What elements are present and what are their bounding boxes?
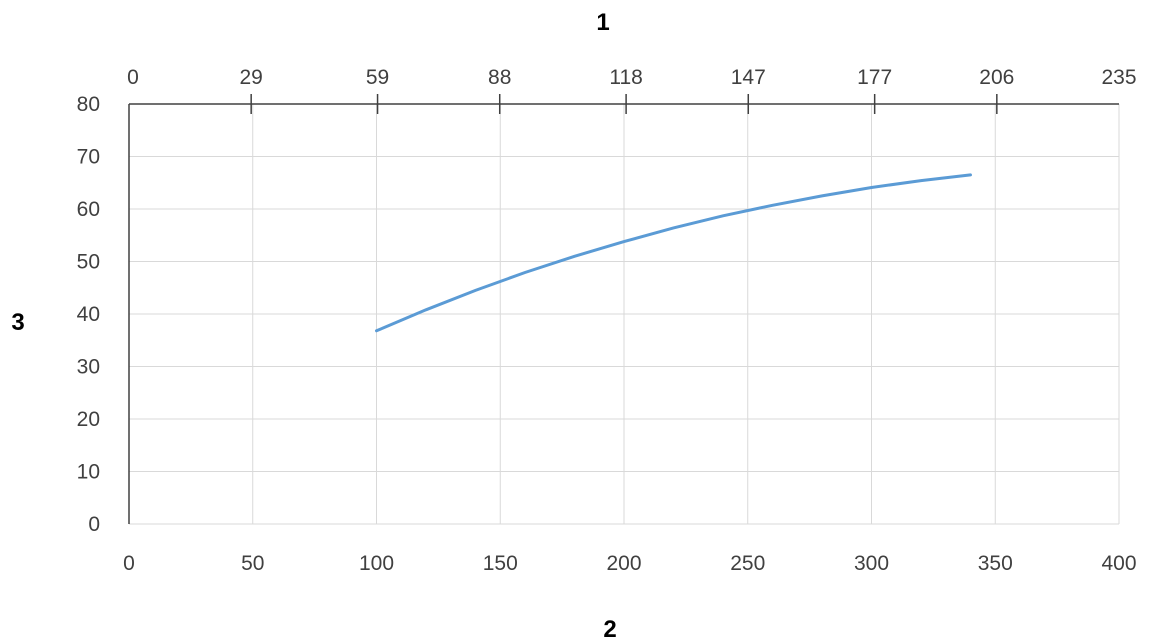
top-tick-label: 0 (127, 66, 139, 89)
y-tick-label: 10 (77, 461, 100, 484)
x-tick-label: 0 (123, 552, 135, 575)
x-tick-label: 350 (978, 552, 1013, 575)
top-tick-label: 147 (731, 66, 766, 89)
top-tick-label: 88 (488, 66, 511, 89)
x-axis-title: 2 (603, 616, 616, 642)
x-tick-label: 400 (1101, 552, 1136, 575)
gridlines (129, 104, 1120, 525)
series-layer (375, 173, 972, 333)
x-tick-label: 100 (359, 552, 394, 575)
tick-labels: 0 10 20 30 40 50 60 70 80 0 50 100 150 200 250 300 350 40… (77, 66, 1137, 575)
y-tick-label: 70 (77, 146, 100, 169)
top-tick-label: 177 (857, 66, 892, 89)
x-tick-label: 250 (730, 552, 765, 575)
y-tick-label: 30 (77, 356, 100, 379)
series-line (375, 173, 972, 333)
top-axis-title: 1 (596, 9, 609, 36)
x-tick-label: 50 (241, 552, 264, 575)
y-tick-label: 50 (77, 251, 100, 274)
axes (128, 94, 1119, 524)
top-tick-label: 206 (979, 66, 1014, 89)
y-tick-label: 20 (77, 408, 100, 431)
top-tick-label: 29 (239, 66, 262, 89)
y-tick-label: 40 (77, 303, 100, 326)
y-tick-label: 80 (77, 93, 100, 116)
x-tick-label: 150 (483, 552, 518, 575)
x-tick-label: 300 (854, 552, 889, 575)
x-tick-label: 200 (606, 552, 641, 575)
top-tick-label: 59 (366, 66, 389, 89)
top-tick-label: 118 (609, 66, 642, 89)
top-tick-label: 235 (1101, 66, 1136, 89)
y-tick-label: 0 (88, 513, 100, 536)
y-tick-label: 60 (77, 198, 100, 221)
y-axis-title: 3 (11, 309, 24, 336)
